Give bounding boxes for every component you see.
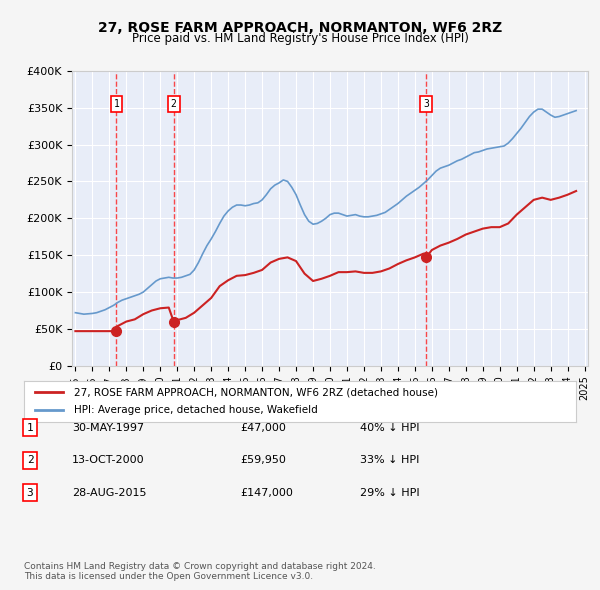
Text: 28-AUG-2015: 28-AUG-2015 xyxy=(72,488,146,497)
Text: 29% ↓ HPI: 29% ↓ HPI xyxy=(360,488,419,497)
Text: 27, ROSE FARM APPROACH, NORMANTON, WF6 2RZ (detached house): 27, ROSE FARM APPROACH, NORMANTON, WF6 2… xyxy=(74,387,437,397)
Text: 3: 3 xyxy=(423,99,429,109)
Text: 33% ↓ HPI: 33% ↓ HPI xyxy=(360,455,419,465)
Text: Contains HM Land Registry data © Crown copyright and database right 2024.
This d: Contains HM Land Registry data © Crown c… xyxy=(24,562,376,581)
Text: 27, ROSE FARM APPROACH, NORMANTON, WF6 2RZ: 27, ROSE FARM APPROACH, NORMANTON, WF6 2… xyxy=(98,21,502,35)
Text: 1: 1 xyxy=(26,423,34,432)
Text: 30-MAY-1997: 30-MAY-1997 xyxy=(72,423,144,432)
Text: Price paid vs. HM Land Registry's House Price Index (HPI): Price paid vs. HM Land Registry's House … xyxy=(131,32,469,45)
Text: 1: 1 xyxy=(113,99,119,109)
Text: 2: 2 xyxy=(26,455,34,465)
Text: 3: 3 xyxy=(26,488,34,497)
Text: 40% ↓ HPI: 40% ↓ HPI xyxy=(360,423,419,432)
Text: £59,950: £59,950 xyxy=(240,455,286,465)
Text: £147,000: £147,000 xyxy=(240,488,293,497)
Text: 13-OCT-2000: 13-OCT-2000 xyxy=(72,455,145,465)
Text: £47,000: £47,000 xyxy=(240,423,286,432)
Text: HPI: Average price, detached house, Wakefield: HPI: Average price, detached house, Wake… xyxy=(74,405,317,415)
Text: 2: 2 xyxy=(171,99,176,109)
